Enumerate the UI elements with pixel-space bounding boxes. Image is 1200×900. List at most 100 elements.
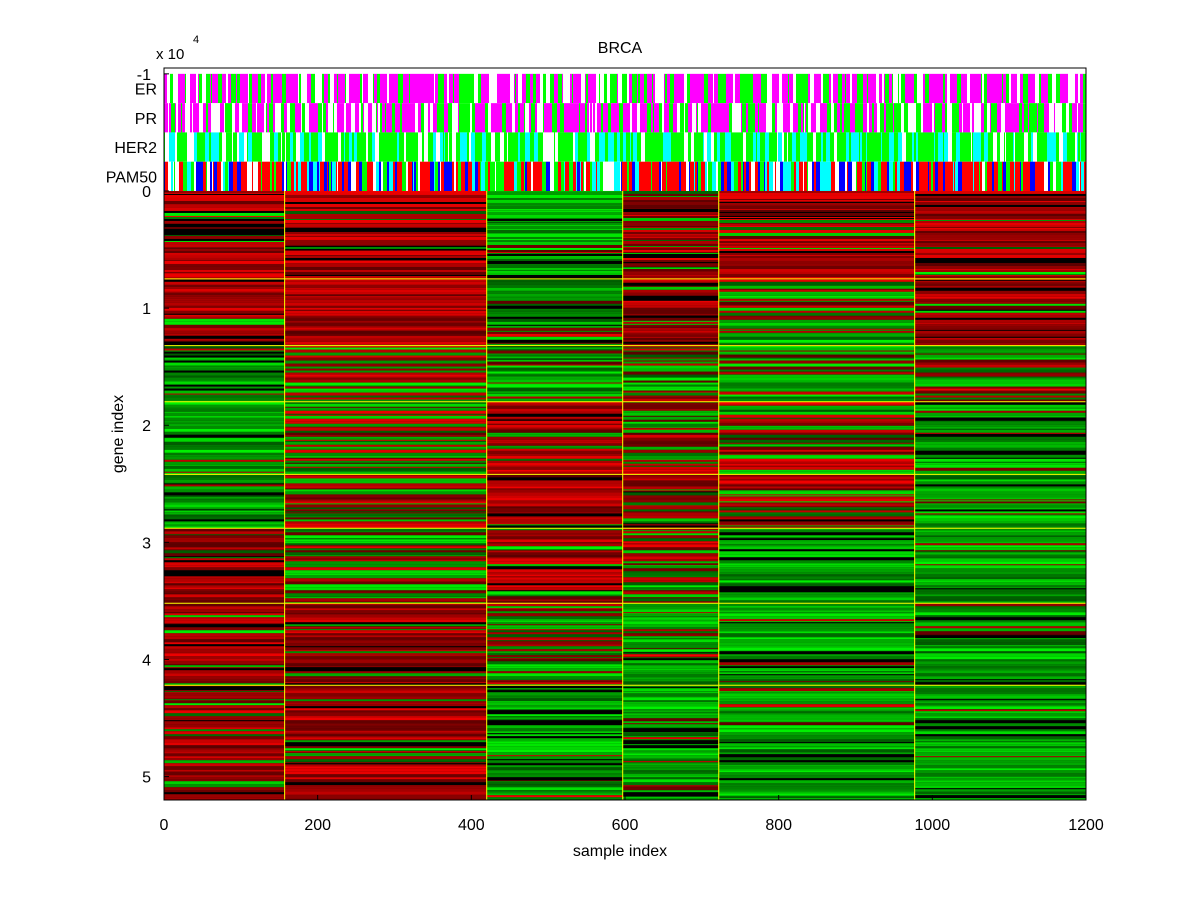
track-cell: [652, 161, 655, 191]
heatmap-row-band: [486, 300, 623, 304]
track-cell: [1048, 132, 1052, 162]
track-cell: [171, 132, 175, 162]
heatmap-row-band: [914, 791, 1086, 793]
track-cell: [1023, 73, 1026, 104]
track-cell: [727, 132, 731, 162]
track-cell: [435, 73, 437, 104]
track-cell: [994, 161, 998, 191]
track-cell: [737, 132, 740, 162]
heatmap-row-band: [914, 736, 1086, 740]
track-cell: [1021, 161, 1023, 191]
track-cell: [252, 103, 254, 133]
track-cell: [746, 103, 748, 133]
heatmap-row-band: [164, 241, 285, 245]
heatmap-row-band: [914, 252, 1086, 255]
track-cell: [424, 132, 428, 162]
heatmap-row-band: [164, 700, 285, 702]
track-cell: [538, 132, 539, 162]
track-cell: [1047, 132, 1048, 162]
track-cell: [1034, 103, 1037, 133]
track-cell: [722, 103, 726, 133]
heatmap-row-band: [284, 278, 487, 282]
heatmap-row-band: [718, 532, 915, 536]
heatmap-row-band: [284, 671, 487, 674]
track-cell: [237, 132, 239, 162]
heatmap-row-band: [718, 560, 915, 564]
track-cell: [1024, 161, 1026, 191]
track-cell: [925, 73, 928, 104]
heatmap-row-band: [622, 631, 719, 634]
heatmap-row-band: [914, 645, 1086, 647]
heatmap-row-band: [164, 567, 285, 571]
heatmap-row-band: [718, 721, 915, 723]
track-cell: [183, 73, 185, 104]
track-cell: [324, 132, 325, 162]
heatmap-row-band: [284, 449, 487, 453]
heatmap-row-band: [284, 436, 487, 439]
heatmap-row-band: [164, 729, 285, 732]
track-cell: [1056, 132, 1059, 162]
track-cell: [332, 161, 336, 191]
heatmap-row-band: [486, 533, 623, 536]
track-cell: [374, 73, 377, 104]
track-cell: [1039, 73, 1041, 104]
heatmap-row-band: [164, 348, 285, 351]
heatmap-row-band: [164, 794, 285, 798]
track-cell: [395, 103, 398, 133]
heatmap-row-band: [622, 274, 719, 276]
track-cell: [452, 132, 456, 162]
track-cell: [690, 161, 694, 191]
track-cell: [377, 103, 378, 133]
heatmap-row-band: [284, 699, 487, 702]
track-cell: [493, 103, 497, 133]
track-cell: [1060, 73, 1064, 104]
heatmap-row-band: [284, 317, 487, 320]
heatmap-row-band: [486, 367, 623, 371]
heatmap-row-band: [622, 696, 719, 698]
track-cell: [776, 73, 779, 104]
heatmap-row-band: [164, 676, 285, 679]
heatmap-row-band: [486, 784, 623, 786]
heatmap-row-band: [718, 665, 915, 667]
track-cell: [954, 73, 957, 104]
heatmap-row-band: [914, 659, 1086, 662]
heatmap-row-band: [718, 512, 915, 515]
track-cell: [528, 161, 529, 191]
heatmap-row-band: [284, 637, 487, 640]
heatmap-row-band: [718, 729, 915, 733]
track-cell: [309, 103, 313, 133]
track-cell: [630, 132, 631, 162]
track-cell: [1041, 103, 1044, 133]
track-cell: [677, 73, 680, 104]
track-cell: [861, 73, 863, 104]
heatmap-row-band: [486, 308, 623, 310]
heatmap-row-band: [718, 357, 915, 359]
heatmap-row-band: [622, 268, 719, 271]
track-cell: [714, 132, 717, 162]
heatmap-row-band: [718, 796, 915, 799]
track-cell: [634, 103, 637, 133]
track-cell: [967, 132, 971, 162]
track-cell: [943, 161, 945, 191]
track-cell: [307, 73, 309, 104]
heatmap-row-band: [164, 751, 285, 754]
track-cell: [389, 73, 393, 104]
track-cell: [454, 73, 457, 104]
track-cell: [957, 73, 961, 104]
track-cell: [433, 132, 436, 162]
heatmap-row-band: [718, 631, 915, 634]
track-cell: [518, 132, 520, 162]
heatmap-row-band: [284, 239, 487, 243]
heatmap-row-band: [914, 673, 1086, 677]
heatmap-row-band: [164, 385, 285, 387]
heatmap-row-band: [622, 718, 719, 722]
track-cell: [354, 103, 355, 133]
track-cell: [704, 103, 708, 133]
heatmap-row-band: [914, 536, 1086, 538]
track-cell: [291, 161, 294, 191]
heatmap-row-band: [486, 542, 623, 544]
track-cell: [812, 73, 814, 104]
heatmap-row-band: [718, 474, 915, 477]
heatmap-row-band: [622, 384, 719, 387]
heatmap-row-band: [622, 262, 719, 264]
